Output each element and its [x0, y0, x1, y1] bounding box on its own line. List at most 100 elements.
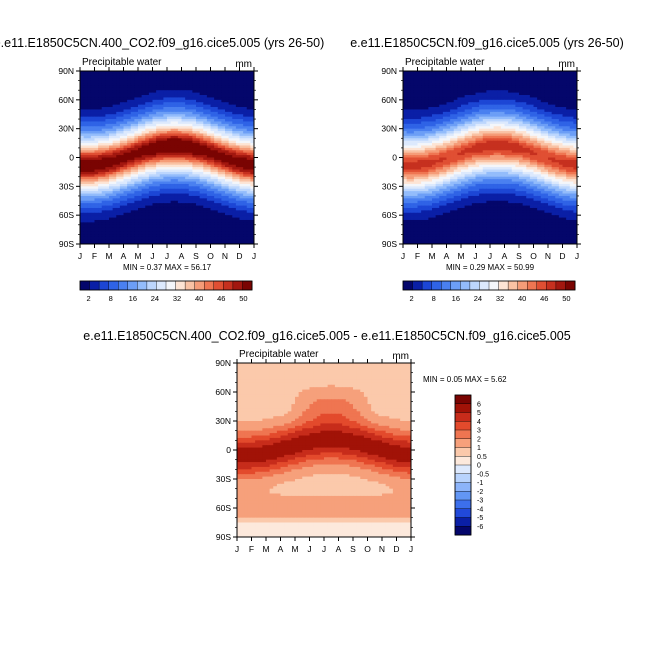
heatmap-cell	[218, 201, 222, 204]
heatmap-cell	[526, 114, 530, 117]
heatmap-cell	[457, 112, 461, 115]
heatmap-cell	[142, 191, 146, 194]
heatmap-cell	[214, 227, 218, 230]
heatmap-cell	[443, 83, 447, 86]
heatmap-cell	[102, 179, 106, 182]
heatmap-cell	[200, 81, 204, 84]
heatmap-cell	[185, 186, 189, 189]
heatmap-cell	[465, 88, 469, 91]
heatmap-cell	[203, 186, 207, 189]
heatmap-cell	[105, 210, 109, 213]
heatmap-cell	[486, 107, 490, 110]
heatmap-cell	[113, 107, 117, 110]
heatmap-cell	[236, 136, 240, 139]
heatmap-cell	[218, 119, 222, 122]
heatmap-cell	[192, 218, 196, 221]
heatmap-cell	[450, 131, 454, 134]
heatmap-cell	[156, 172, 160, 175]
heatmap-cell	[236, 158, 240, 161]
heatmap-cell	[167, 186, 171, 189]
heatmap-cell	[225, 218, 229, 221]
heatmap-cell	[95, 141, 99, 144]
heatmap-cell	[203, 158, 207, 161]
heatmap-cell	[468, 131, 472, 134]
heatmap-cell	[211, 239, 215, 242]
heatmap-cell	[145, 102, 149, 105]
heatmap-cell	[124, 148, 128, 151]
heatmap-cell	[218, 165, 222, 168]
heatmap-cell	[486, 114, 490, 117]
heatmap-cell	[534, 81, 538, 84]
heatmap-cell	[232, 189, 236, 192]
heatmap-cell	[243, 230, 247, 233]
heatmap-cell	[113, 117, 117, 120]
heatmap-cell	[490, 90, 494, 93]
heatmap-cell	[95, 119, 99, 122]
heatmap-cell	[225, 165, 229, 168]
heatmap-cell	[182, 124, 186, 127]
heatmap-cell	[127, 126, 131, 129]
heatmap-cell	[138, 239, 142, 242]
heatmap-cell	[218, 220, 222, 223]
heatmap-cell	[203, 97, 207, 100]
heatmap-cell	[501, 131, 505, 134]
heatmap-cell	[221, 126, 225, 129]
heatmap-cell	[182, 78, 186, 81]
heatmap-cell	[541, 133, 545, 136]
heatmap-cell	[178, 88, 182, 91]
heatmap-cell	[131, 109, 135, 112]
heatmap-cell	[414, 117, 418, 120]
heatmap-cell	[120, 198, 124, 201]
heatmap-cell	[418, 124, 422, 127]
heatmap-cell	[131, 85, 135, 88]
heatmap-cell	[225, 210, 229, 213]
heatmap-cell	[196, 158, 200, 161]
heatmap-cell	[236, 126, 240, 129]
heatmap-cell	[189, 198, 193, 201]
heatmap-cell	[410, 117, 414, 120]
heatmap-cell	[182, 222, 186, 225]
heatmap-cell	[127, 148, 131, 151]
heatmap-cell	[421, 88, 425, 91]
heatmap-cell	[174, 182, 178, 185]
heatmap-cell	[439, 107, 443, 110]
heatmap-cell	[512, 117, 516, 120]
heatmap-cell	[505, 109, 509, 112]
heatmap-cell	[555, 78, 559, 81]
heatmap-cell	[131, 150, 135, 153]
heatmap-cell	[149, 179, 153, 182]
heatmap-cell	[203, 83, 207, 86]
heatmap-cell	[192, 124, 196, 127]
heatmap-cell	[501, 114, 505, 117]
heatmap-cell	[410, 81, 414, 84]
heatmap-cell	[225, 81, 229, 84]
heatmap-cell	[247, 158, 251, 161]
heatmap-cell	[410, 119, 414, 122]
heatmap-cell	[236, 97, 240, 100]
heatmap-cell	[534, 100, 538, 103]
heatmap-cell	[218, 93, 222, 96]
heatmap-cell	[203, 160, 207, 163]
heatmap-cell	[425, 81, 429, 84]
heatmap-cell	[240, 112, 244, 115]
heatmap-cell	[95, 167, 99, 170]
heatmap-cell	[505, 131, 509, 134]
heatmap-cell	[236, 189, 240, 192]
colorbar-label: 50	[239, 294, 247, 303]
heatmap-cell	[156, 85, 160, 88]
heatmap-cell	[84, 114, 88, 117]
heatmap-cell	[149, 237, 153, 240]
heatmap-cell	[421, 85, 425, 88]
heatmap-cell	[229, 126, 233, 129]
heatmap-cell	[425, 78, 429, 81]
heatmap-cell	[454, 109, 458, 112]
heatmap-cell	[530, 83, 534, 86]
heatmap-cell	[87, 174, 91, 177]
heatmap-cell	[102, 148, 106, 151]
heatmap-cell	[200, 83, 204, 86]
heatmap-cell	[483, 114, 487, 117]
heatmap-cell	[134, 88, 138, 91]
heatmap-cell	[526, 100, 530, 103]
heatmap-cell	[189, 145, 193, 148]
heatmap-cell	[494, 95, 498, 98]
